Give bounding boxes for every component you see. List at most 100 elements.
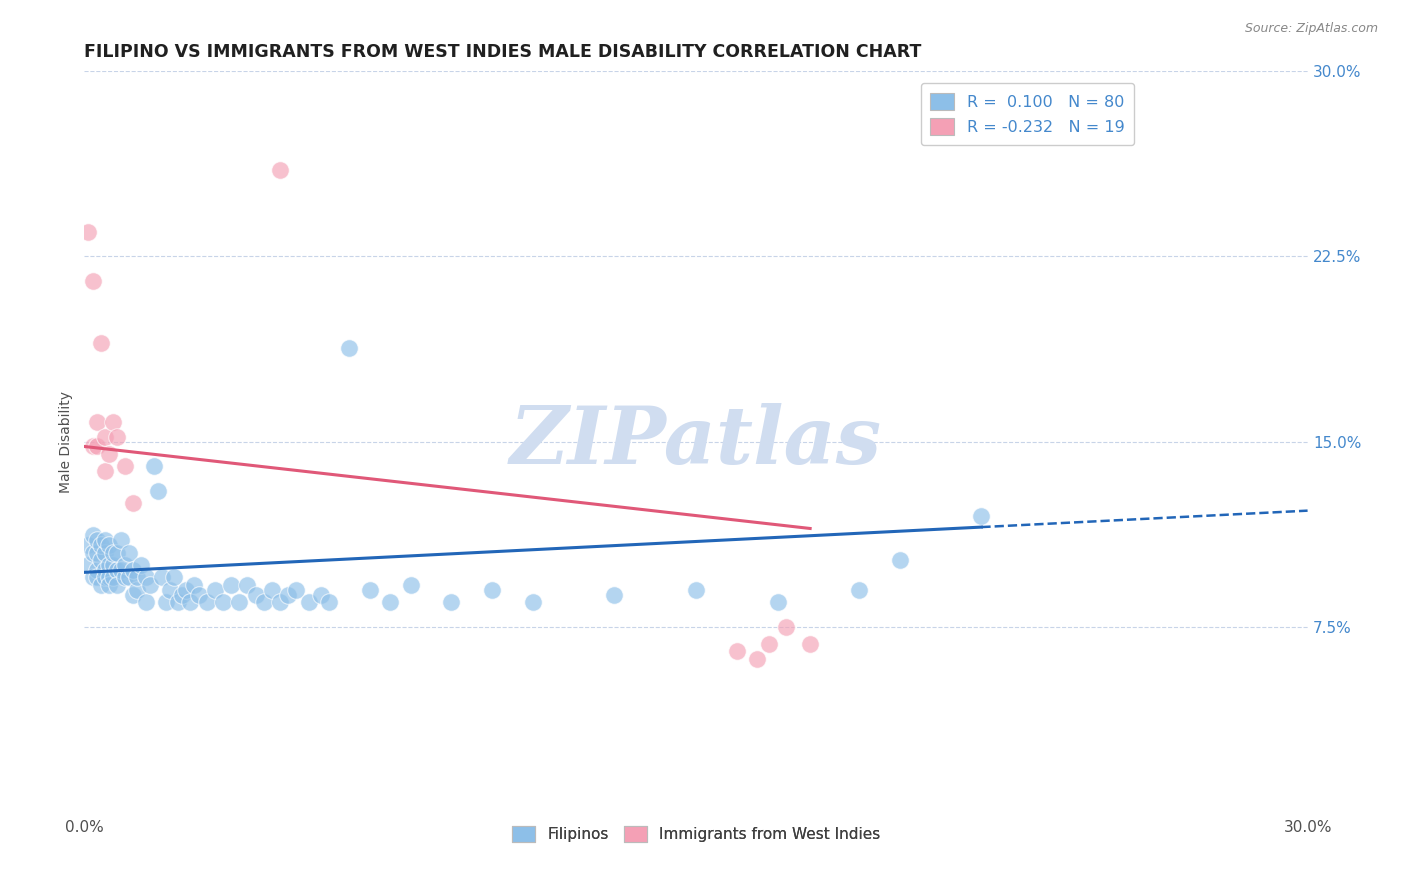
Text: Source: ZipAtlas.com: Source: ZipAtlas.com (1244, 22, 1378, 36)
Point (260, 582, 283, 597)
Point (86, 533, 108, 548)
Point (155, 595, 177, 609)
Point (105, 429, 128, 443)
Point (82, 440, 104, 454)
Point (522, 595, 544, 609)
Point (97, 447, 120, 461)
Point (131, 558, 153, 572)
Point (82, 546, 104, 560)
Point (174, 582, 197, 597)
Point (90, 577, 112, 591)
Point (339, 341, 361, 355)
Point (481, 582, 503, 597)
Point (86, 415, 108, 429)
Point (86, 563, 108, 577)
Point (101, 558, 124, 572)
Point (122, 496, 145, 510)
Point (114, 558, 136, 572)
Point (848, 582, 870, 597)
Text: FILIPINO VS IMMIGRANTS FROM WEST INDIES MALE DISABILITY CORRELATION CHART: FILIPINO VS IMMIGRANTS FROM WEST INDIES … (84, 44, 922, 62)
Point (90, 335, 112, 350)
Point (135, 570, 157, 584)
Point (245, 588, 267, 602)
Point (77, 225, 100, 239)
Point (889, 553, 911, 567)
Point (183, 577, 205, 591)
Point (236, 577, 259, 591)
Point (195, 595, 218, 609)
Point (114, 570, 136, 584)
Point (167, 595, 190, 609)
Point (970, 508, 993, 523)
Point (77, 538, 100, 552)
Point (228, 595, 250, 609)
Point (93, 464, 115, 478)
Point (269, 163, 291, 178)
Point (97, 538, 120, 552)
Point (766, 595, 789, 609)
Point (603, 588, 626, 602)
Point (93, 546, 115, 560)
Point (90, 538, 112, 552)
Point (309, 588, 332, 602)
Point (101, 546, 124, 560)
Point (114, 459, 136, 474)
Point (110, 533, 132, 548)
Point (277, 588, 299, 602)
Point (105, 577, 128, 591)
Point (142, 459, 165, 474)
Point (298, 595, 321, 609)
Point (110, 563, 132, 577)
Point (253, 595, 276, 609)
Point (359, 582, 381, 597)
Point (105, 563, 128, 577)
Point (118, 546, 141, 560)
Point (725, 644, 748, 658)
Point (775, 619, 797, 633)
Point (77, 558, 100, 572)
Point (82, 274, 104, 288)
Point (747, 651, 769, 665)
Point (685, 582, 707, 597)
Point (799, 637, 821, 651)
Point (127, 582, 149, 597)
Point (97, 558, 120, 572)
Point (440, 595, 463, 609)
Y-axis label: Male Disability: Male Disability (59, 391, 73, 492)
Point (93, 533, 115, 548)
Point (118, 570, 141, 584)
Point (122, 563, 145, 577)
Point (380, 595, 402, 609)
Point (399, 577, 422, 591)
Point (97, 577, 120, 591)
Point (212, 595, 235, 609)
Point (163, 570, 186, 584)
Text: ZIPatlas: ZIPatlas (510, 403, 882, 480)
Point (105, 546, 128, 560)
Point (86, 570, 108, 584)
Point (93, 563, 115, 577)
Point (122, 588, 145, 602)
Point (318, 595, 340, 609)
Point (90, 553, 112, 567)
Point (135, 595, 157, 609)
Point (82, 570, 104, 584)
Point (150, 570, 173, 584)
Point (138, 577, 160, 591)
Point (97, 570, 120, 584)
Point (127, 570, 149, 584)
Point (758, 637, 780, 651)
Point (86, 546, 108, 560)
Point (86, 440, 108, 454)
Point (93, 429, 115, 443)
Legend: Filipinos, Immigrants from West Indies: Filipinos, Immigrants from West Indies (506, 821, 886, 848)
Point (179, 595, 201, 609)
Point (93, 570, 115, 584)
Point (159, 582, 181, 597)
Point (285, 582, 308, 597)
Point (187, 588, 209, 602)
Point (101, 415, 124, 429)
Point (219, 577, 242, 591)
Point (269, 595, 291, 609)
Point (204, 582, 226, 597)
